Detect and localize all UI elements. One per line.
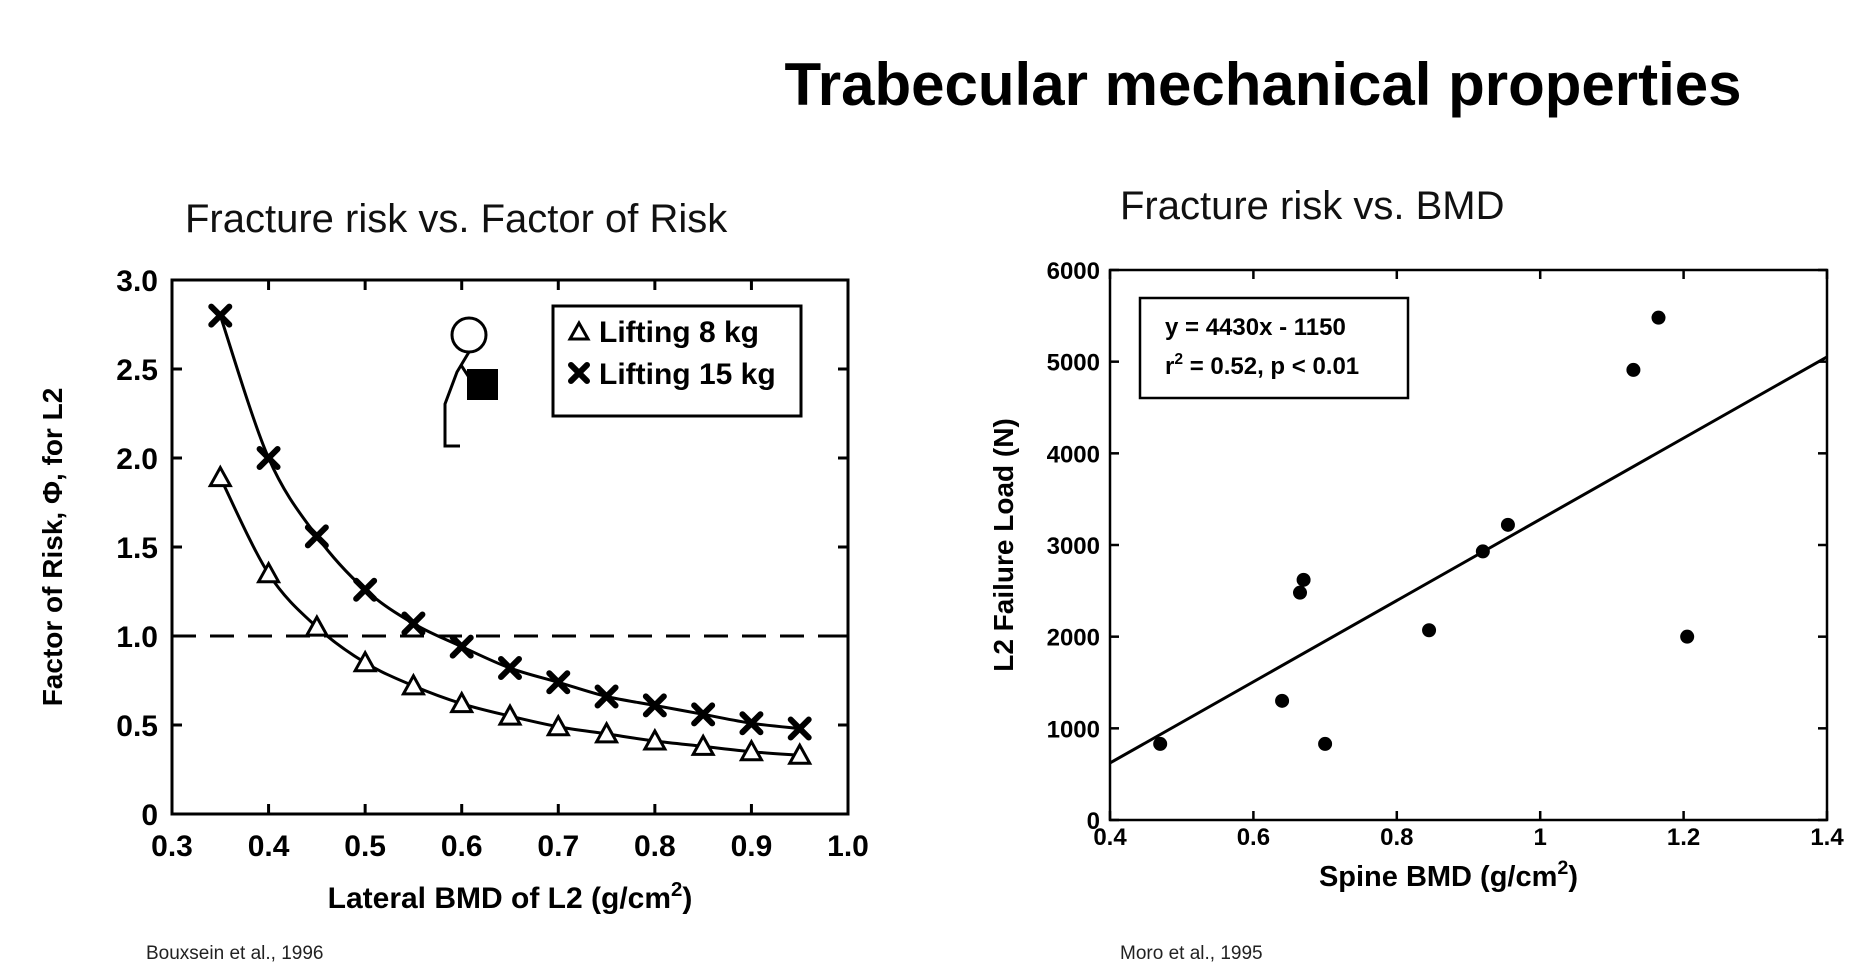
x-tick-label: 0.5 [344,830,386,863]
legend-box [551,304,803,418]
data-point [1153,736,1168,751]
figure-weight [467,369,498,400]
right-chart-subtitle: Fracture risk vs. BMD [1120,184,1505,228]
x-marker [691,702,716,727]
triangle-marker [304,614,330,637]
y-tick-label: 0 [1087,808,1100,835]
left-chart: 0.3 0.4 0.5 0.6 0.7 0.8 0.9 1.0 0 0.5 1.0 1.5 2.0 2.5… [116,265,869,863]
left-citation: Bouxsein et al., 1996 [146,943,324,964]
y-tick-label: 2.0 [116,443,158,476]
y-axis-label: L2 Failure Load (N) [988,418,1019,672]
y-tick-label: 1.0 [116,621,158,654]
y-tick-label: 5000 [1047,350,1100,377]
x-marker [353,577,378,602]
right-chart: 0.4 0.6 0.8 1 1.2 1.4 0 1000 2000 3000 4000 5000 600… [1047,258,1845,851]
data-point [1422,623,1437,638]
figure-head [450,316,488,354]
regression-line [1109,355,1828,765]
x-marker [256,446,281,470]
triangle-marker [207,464,233,488]
equation-box [1138,296,1410,400]
x-tick-label: 0.4 [248,830,290,863]
data-point [1500,517,1515,532]
data-point [1275,693,1290,708]
y-tick-label: 3.0 [116,265,158,298]
x-tick-label: 0.4 [1093,824,1127,851]
x-marker [498,656,522,681]
left-chart-subtitle: Fracture risk vs. Factor of Risk [185,197,728,241]
y-tick-label: 3000 [1047,533,1100,560]
x-marker [787,716,812,741]
legend-label: Lifting 15 kg [599,358,776,391]
y-axis-label: Factor of Risk, Φ, for L2 [37,388,68,707]
x-marker [401,611,426,636]
equation-text: y = 4430x - 1150 [1165,314,1346,341]
x-marker [208,303,233,328]
data-point [1318,736,1333,751]
y-tick-label: 1000 [1047,716,1100,743]
x-marker [304,524,329,549]
x-marker [642,693,667,718]
y-tick-label: 1.5 [116,532,158,565]
data-point [1296,572,1311,587]
legend-marker-x [568,362,590,384]
right-citation: Moro et al., 1995 [1120,943,1263,964]
data-point [1475,544,1490,559]
triangle-marker [545,713,571,737]
data-point [1293,585,1308,600]
data-point [1626,362,1641,377]
triangle-marker [256,560,282,584]
slide-title: Trabecular mechanical properties [784,51,1742,118]
triangle-marker [690,733,716,756]
figure-body [443,351,471,448]
x-tick-label: 0.8 [634,830,676,863]
triangle-marker [738,738,764,762]
triangle-marker [352,649,378,673]
x-tick-label: 1 [1534,824,1547,851]
x-tick-label: 1.0 [827,830,869,863]
y-tick-label: 6000 [1047,258,1100,285]
data-point [1680,629,1695,644]
x-axis-label: Lateral BMD of L2 (g/cm2) [328,879,693,915]
x-marker [739,711,764,736]
r-squared-text: r2 = 0.52, p < 0.01 [1165,351,1359,380]
x-axis-label: Spine BMD (g/cm2) [1319,857,1578,893]
y-tick-label: 4000 [1047,441,1100,468]
y-tick-label: 2.5 [116,354,158,387]
x-tick-label: 0.3 [151,830,193,863]
triangle-marker [594,720,620,744]
x-tick-label: 0.8 [1380,824,1413,851]
y-tick-label: 0.5 [116,710,158,743]
x-marker [449,634,474,659]
triangle-marker [642,727,668,751]
x-tick-label: 1.4 [1810,824,1844,851]
x-marker [546,670,571,695]
x-tick-label: 0.6 [1237,824,1270,851]
x-marker [594,684,619,709]
x-tick-label: 1.2 [1667,824,1700,851]
x-tick-label: 0.9 [731,830,773,863]
triangle-marker [787,742,813,765]
lifting-figure-icon [443,316,498,448]
y-tick-label: 2000 [1047,625,1100,652]
x-tick-label: 0.6 [441,830,483,863]
triangle-marker [449,690,475,714]
triangle-marker [497,703,523,726]
data-point [1651,310,1666,325]
legend-marker-triangle [567,319,591,341]
x-tick-label: 0.7 [537,830,579,863]
triangle-marker [400,672,426,696]
legend-label: Lifting 8 kg [599,316,759,349]
y-tick-label: 0 [141,799,158,832]
